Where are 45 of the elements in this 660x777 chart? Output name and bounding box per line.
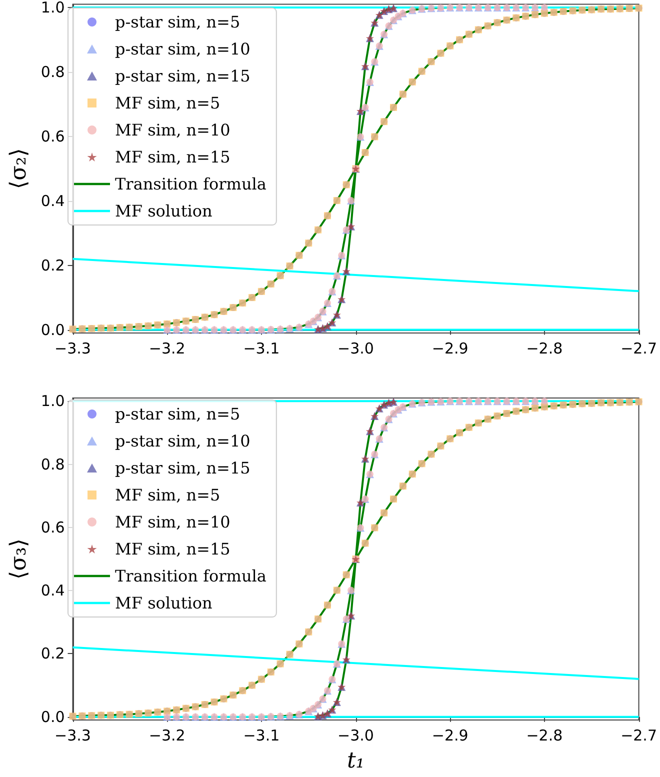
y-axis-title: ⟨σ₂⟩ xyxy=(6,148,32,190)
legend-label: p-star sim, n=15 xyxy=(115,66,250,86)
legend-label: MF sim, n=5 xyxy=(115,94,220,112)
y-tick-label: 0.6 xyxy=(40,127,65,146)
legend-label: MF sim, n=10 xyxy=(115,120,230,140)
x-tick-label: −2.9 xyxy=(432,340,468,358)
x-tick-label: −3.3 xyxy=(54,726,91,744)
x-tick-label: −2.7 xyxy=(620,726,658,744)
legend-label: MF sim, n=5 xyxy=(115,486,220,504)
x-axis-title: t₁ xyxy=(346,748,365,774)
y-tick-label: 0.2 xyxy=(40,256,65,274)
y-tick-label: 0.0 xyxy=(40,708,65,726)
y-tick-label: 0.0 xyxy=(40,320,65,339)
x-tick-label: −3.1 xyxy=(243,726,280,744)
y-axis-title: ⟨σ₃⟩ xyxy=(6,538,32,580)
legend-label: MF sim, n=10 xyxy=(115,512,230,532)
y-tick-label: 1.0 xyxy=(40,392,65,410)
legend-label: MF sim, n=15 xyxy=(115,148,230,166)
legend-label: p-star sim, n=5 xyxy=(115,12,240,32)
x-tick-label: −3.2 xyxy=(148,726,186,744)
y-tick-label: 1.0 xyxy=(40,0,65,16)
legend-label: Transition formula xyxy=(115,566,267,586)
legend-label: MF sim, n=15 xyxy=(115,540,230,558)
y-tick-label: 0.4 xyxy=(40,192,65,210)
legend-label: p-star sim, n=10 xyxy=(115,432,250,450)
legend-label: Transition formula xyxy=(115,174,267,194)
y-tick-label: 0.6 xyxy=(40,518,65,536)
x-tick-label: −3.2 xyxy=(148,340,186,358)
x-tick-label: −3.0 xyxy=(338,340,374,358)
x-tick-label: −2.9 xyxy=(432,726,468,744)
legend-label: MF solution xyxy=(115,202,212,220)
legend-label: MF solution xyxy=(115,594,212,612)
x-tick-label: −2.8 xyxy=(526,726,563,744)
y-tick-label: 0.4 xyxy=(40,582,65,600)
y-tick-label: 0.2 xyxy=(40,644,65,663)
y-tick-label: 0.8 xyxy=(40,455,65,474)
x-tick-label: −3.3 xyxy=(54,340,91,358)
legend-label: p-star sim, n=15 xyxy=(115,458,250,478)
x-tick-label: −2.8 xyxy=(526,340,563,358)
x-tick-label: −3.1 xyxy=(243,340,280,358)
x-tick-label: −2.7 xyxy=(620,340,658,358)
x-tick-label: −3.0 xyxy=(338,726,374,744)
legend-label: p-star sim, n=5 xyxy=(115,404,240,424)
y-tick-label: 0.8 xyxy=(40,62,65,81)
legend-label: p-star sim, n=10 xyxy=(115,40,250,58)
